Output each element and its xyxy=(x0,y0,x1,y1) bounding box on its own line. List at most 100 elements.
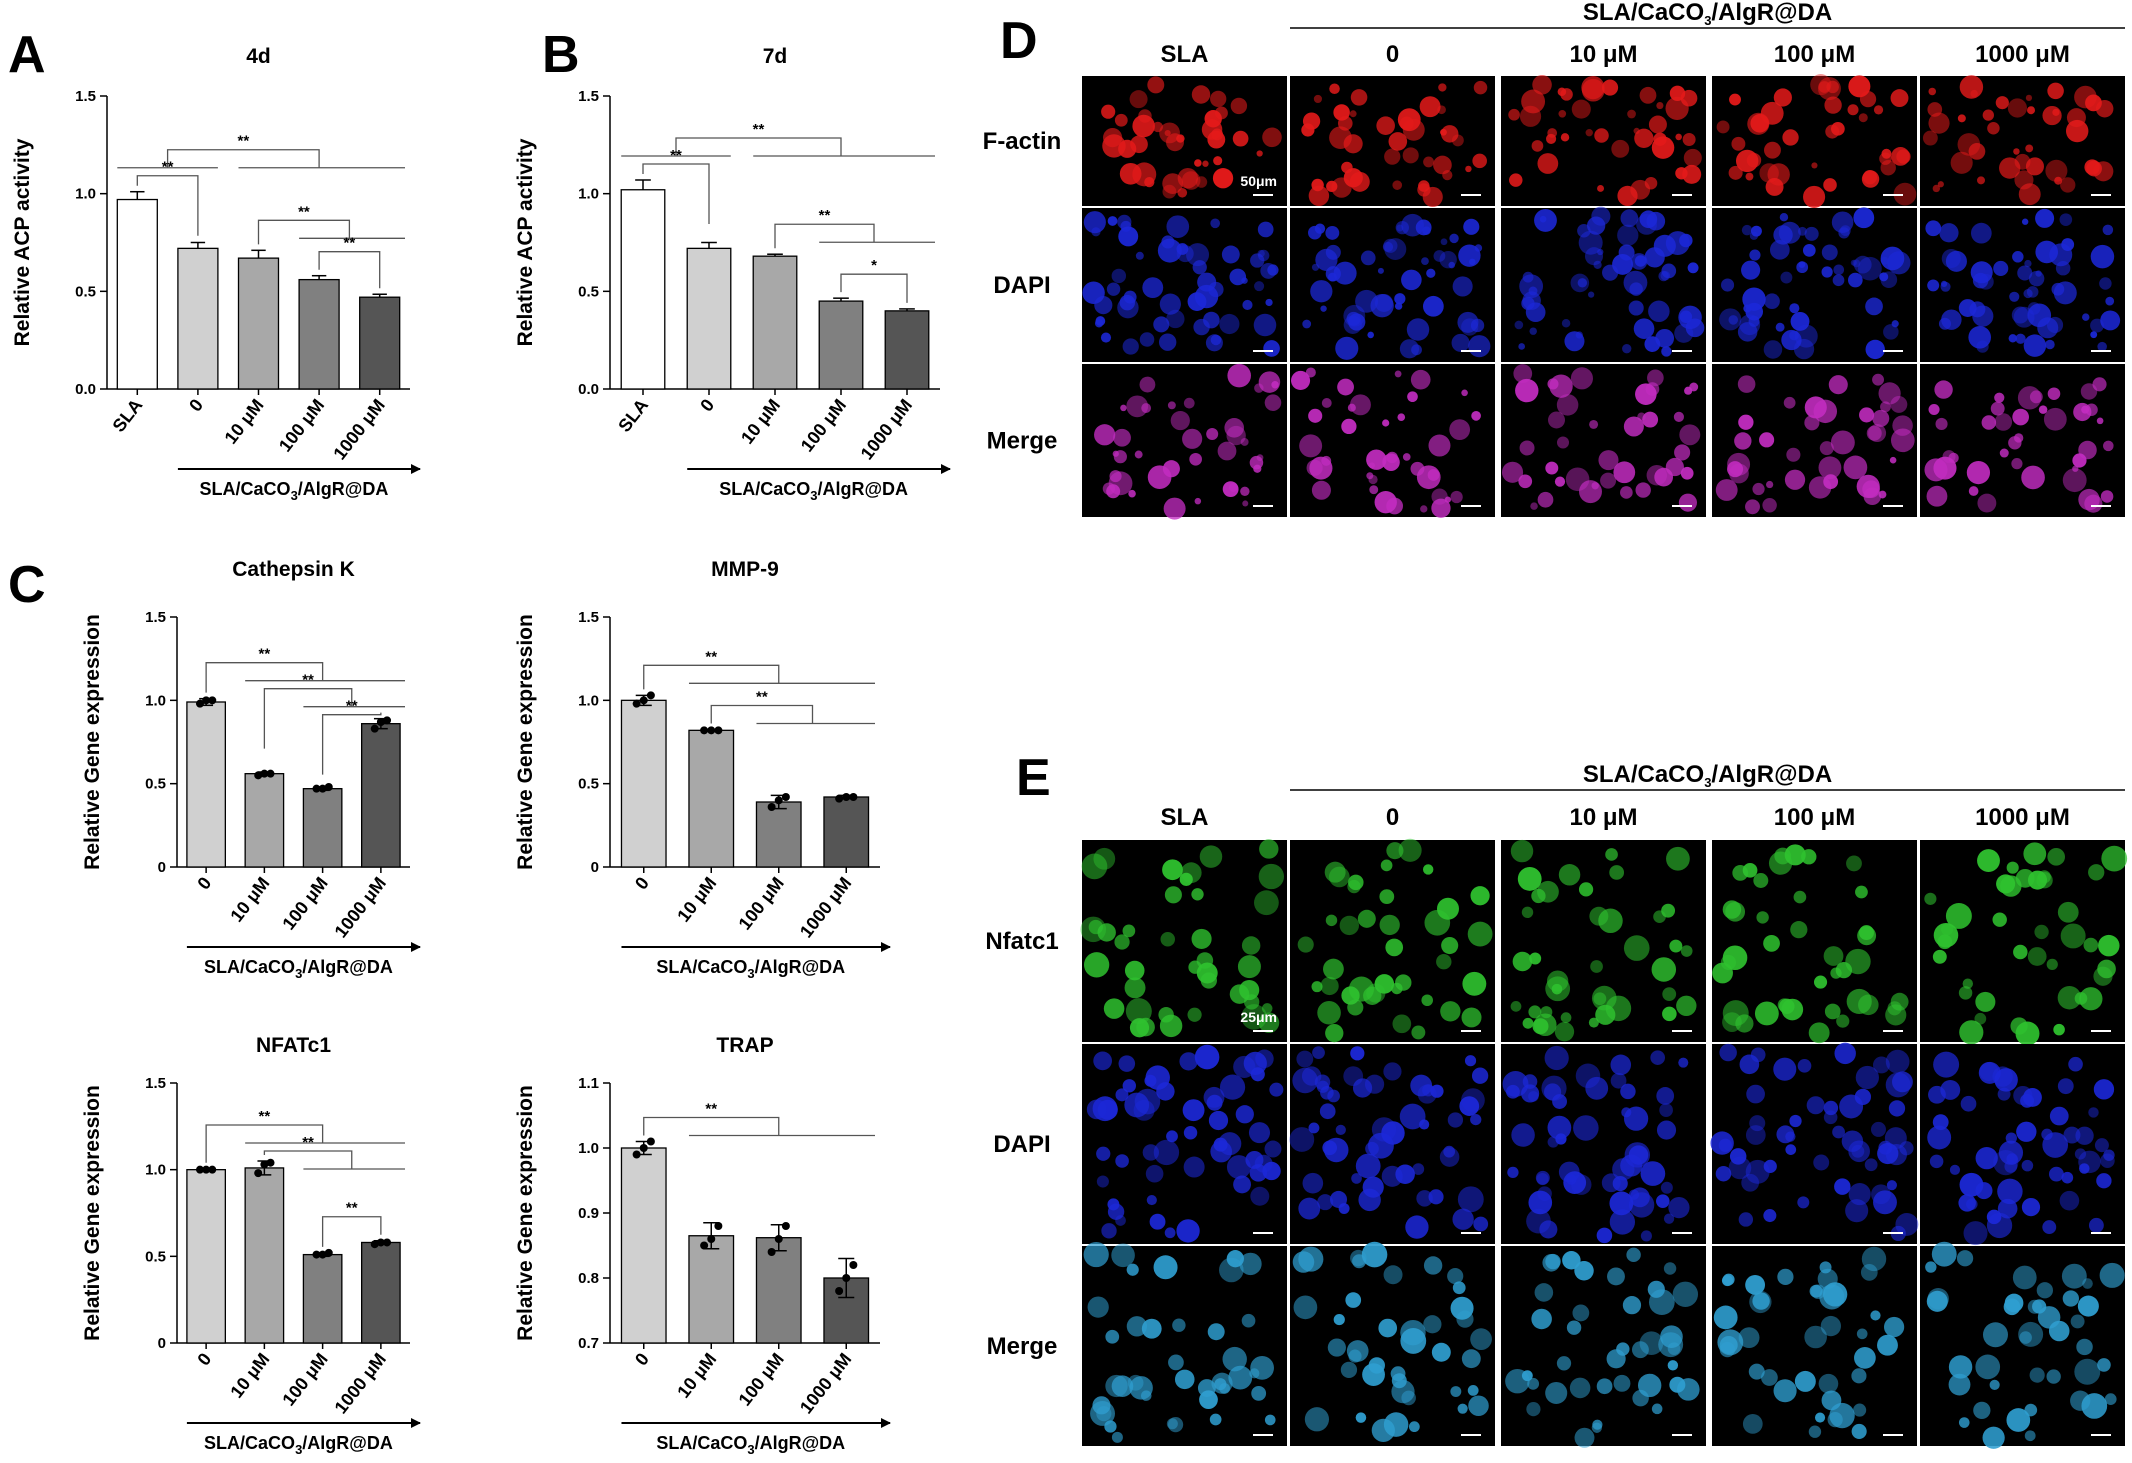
cell-blob xyxy=(2046,958,2058,971)
cell-blob xyxy=(1999,157,2021,179)
chart-title: MMP-9 xyxy=(711,558,779,581)
cell-blob xyxy=(1433,250,1446,262)
x-tick-label: 100 μM xyxy=(278,873,331,933)
group-label-text: SLA/CaCO xyxy=(719,479,810,499)
x-tick-label: 10 μM xyxy=(673,873,720,926)
cell-blob xyxy=(1713,1305,1738,1330)
cell-blob xyxy=(1786,447,1801,462)
x-tick-label: 100 μM xyxy=(735,1349,788,1409)
cell-blob xyxy=(1159,293,1181,315)
cell-blob xyxy=(1431,1342,1451,1362)
cell-blob xyxy=(1959,75,1984,99)
cell-blob xyxy=(1179,1052,1198,1071)
cell-blob xyxy=(2099,277,2112,290)
cell-blob xyxy=(1544,1045,1569,1071)
cell-blob xyxy=(1392,1014,1412,1034)
micrograph-f-actin-1000-um xyxy=(1920,75,2125,206)
cell-blob xyxy=(1970,222,1992,244)
cell-blob xyxy=(1966,460,1991,485)
cell-blob xyxy=(1360,250,1376,266)
cell-blob xyxy=(1448,261,1455,269)
cell-blob xyxy=(1208,281,1224,298)
cell-blob xyxy=(1777,1268,1794,1285)
cell-blob xyxy=(2027,106,2036,115)
cell-blob xyxy=(1109,470,1122,483)
group-label: SLA/CaCO3/AlgR@DA xyxy=(200,479,389,503)
significance-bracket: * xyxy=(840,257,908,303)
cell-blob xyxy=(1471,1067,1489,1084)
y-tick-label: 1.0 xyxy=(75,186,96,203)
cell-blob xyxy=(1105,1329,1120,1344)
bar-0 xyxy=(620,1147,667,1344)
cell-blob xyxy=(1138,109,1152,123)
cell-blob xyxy=(1242,299,1253,311)
cell-blob xyxy=(1948,1373,1971,1396)
cell-blob xyxy=(1440,128,1447,136)
group-label-subscript: 3 xyxy=(295,966,302,981)
cell-blob xyxy=(1348,1349,1362,1363)
cell-blob xyxy=(1938,317,1951,330)
cell-blob xyxy=(1457,1403,1468,1414)
panel-label-c: C xyxy=(8,556,46,614)
cell-blob xyxy=(1630,179,1651,200)
cell-blob xyxy=(1463,218,1480,235)
cell-blob xyxy=(2052,108,2060,116)
cell-blob xyxy=(1368,1357,1385,1374)
bar-0 xyxy=(186,1169,226,1344)
data-point xyxy=(324,783,333,791)
cell-blob xyxy=(1254,890,1279,916)
cell-blob xyxy=(1436,897,1459,920)
cell-blob xyxy=(1589,419,1599,429)
cell-blob xyxy=(1167,1417,1184,1433)
data-point xyxy=(208,696,217,705)
cell-blob xyxy=(1464,1055,1477,1067)
cell-blob xyxy=(1683,148,1702,167)
cell-blob xyxy=(1997,1178,2023,1205)
cell-blob xyxy=(1473,80,1488,95)
cell-blob xyxy=(1975,991,1996,1012)
cell-blob xyxy=(1146,1194,1157,1206)
bar-0 xyxy=(177,247,219,390)
cell-blob xyxy=(1419,96,1441,118)
cell-blob xyxy=(1832,274,1845,287)
cell-blob xyxy=(1959,1020,1984,1045)
cell-blob xyxy=(1929,1154,1944,1169)
cell-blob xyxy=(1890,89,1909,108)
cell-blob xyxy=(1831,121,1845,136)
group-label-text: /AlgR@DA xyxy=(755,957,846,977)
cell-blob xyxy=(1623,270,1648,295)
cell-blob xyxy=(1735,1014,1754,1033)
cell-blob xyxy=(1820,1315,1841,1337)
cell-blob xyxy=(1522,1017,1534,1029)
cell-blob xyxy=(1613,461,1636,484)
cell-blob xyxy=(1534,1283,1554,1302)
cell-blob xyxy=(2012,408,2029,426)
cell-blob xyxy=(2105,296,2115,306)
cell-blob xyxy=(1560,1012,1572,1023)
x-tick-label: 0 xyxy=(185,395,207,415)
cell-blob xyxy=(1745,499,1760,515)
cell-blob xyxy=(1596,1227,1613,1244)
cell-blob xyxy=(1296,1050,1314,1068)
cell-blob xyxy=(1264,394,1282,411)
bracket-line xyxy=(774,223,875,249)
cell-blob xyxy=(2013,148,2020,155)
cell-blob xyxy=(2036,871,2053,889)
cell-blob xyxy=(2103,1149,2115,1161)
cell-blob xyxy=(1601,79,1619,96)
cell-blob xyxy=(1829,1402,1855,1429)
cell-blob xyxy=(1208,1110,1229,1131)
cell-blob xyxy=(1937,181,1944,188)
cell-blob xyxy=(1380,859,1393,872)
cell-blob xyxy=(2061,1263,2087,1289)
cell-blob xyxy=(2085,94,2102,112)
cell-blob xyxy=(2014,170,2034,190)
cell-blob xyxy=(1317,1001,1341,1025)
cell-blob xyxy=(1963,1221,1988,1246)
cell-blob xyxy=(1783,396,1796,409)
cell-blob xyxy=(1828,375,1848,395)
cell-blob xyxy=(1958,986,1973,1000)
cell-blob xyxy=(1308,1122,1320,1134)
cell-blob xyxy=(1405,1215,1429,1239)
micrograph-merge-1000-um xyxy=(1920,364,2125,517)
